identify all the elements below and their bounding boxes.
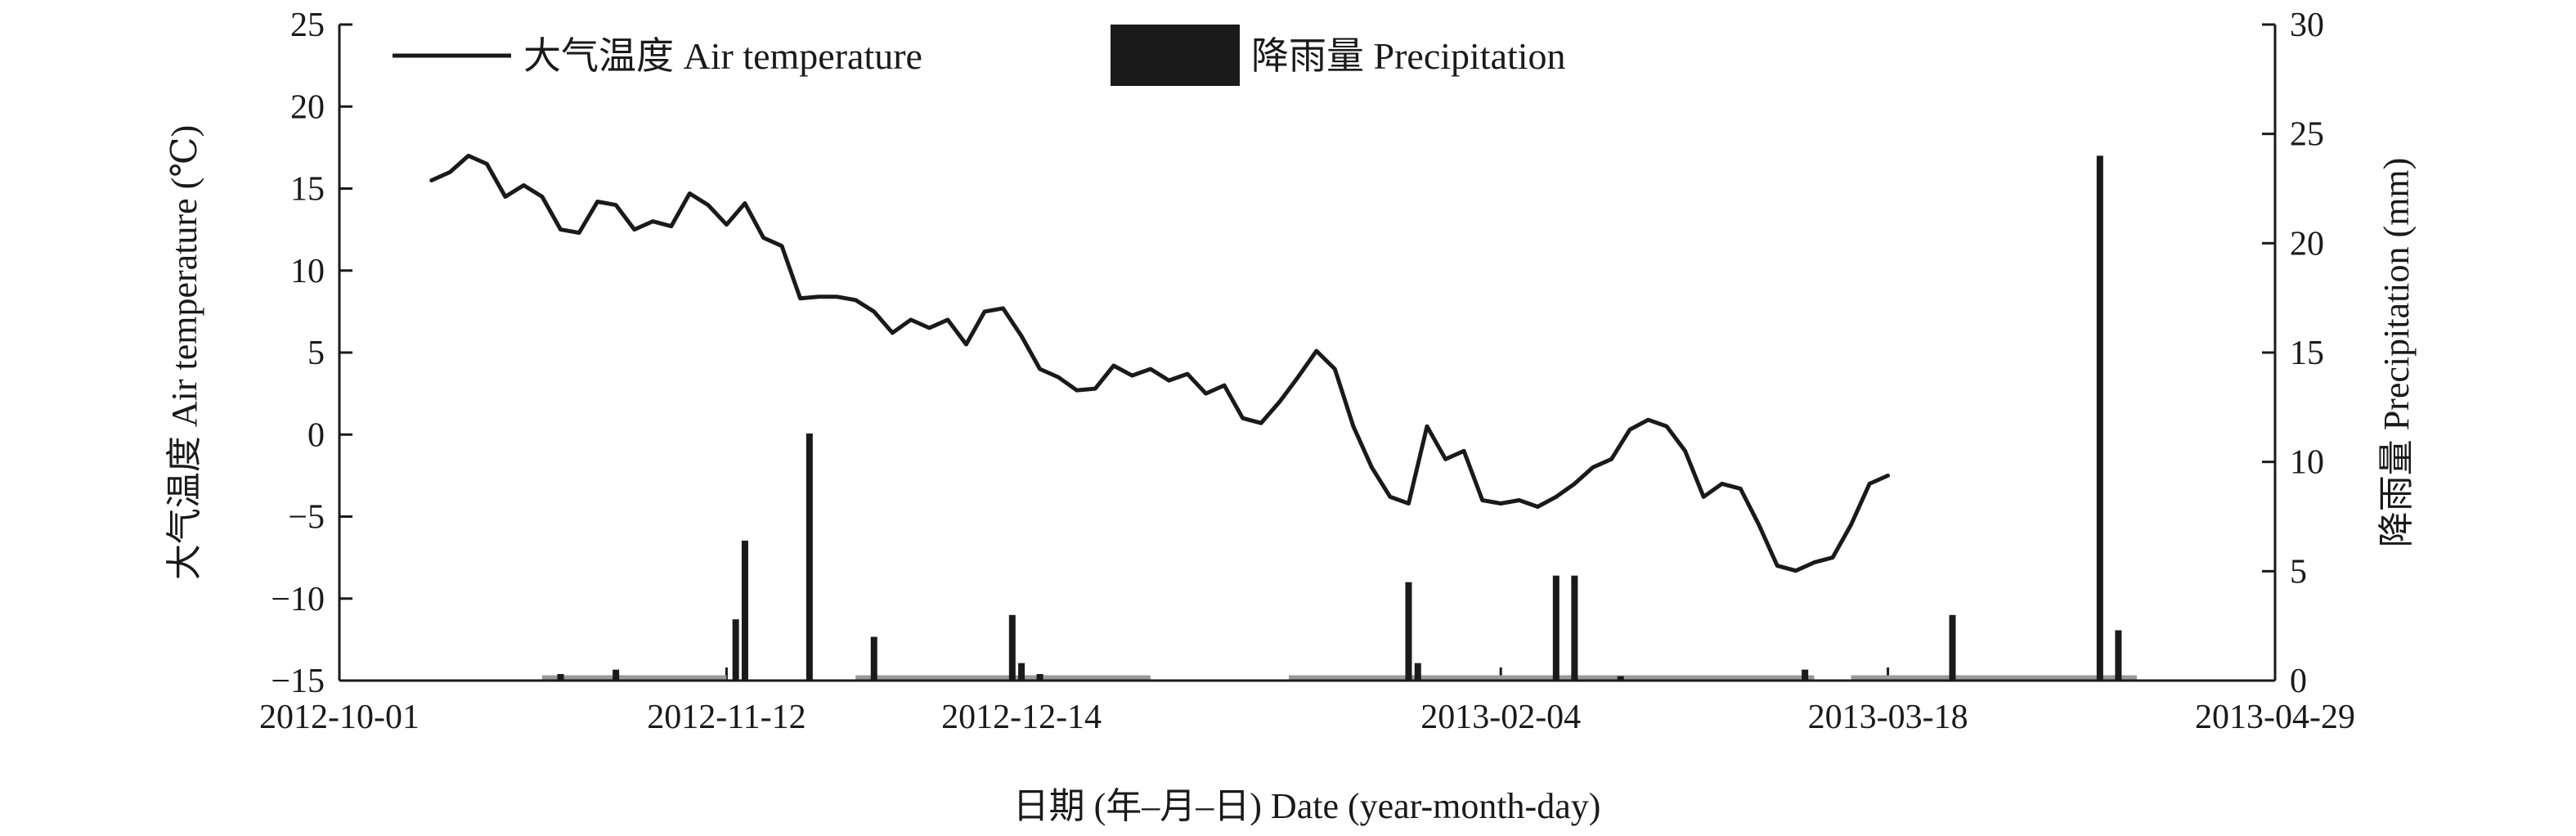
- y-right-tick-label: 20: [2290, 225, 2324, 263]
- precipitation-bar: [557, 673, 564, 681]
- precipitation-bar: [732, 619, 739, 681]
- axes: [338, 23, 2277, 682]
- y-left-tick-label: 10: [290, 253, 325, 290]
- y-left-tick-label: 5: [307, 335, 325, 372]
- y-left-tick-label: 25: [290, 7, 325, 44]
- precipitation-bar: [1405, 582, 1412, 681]
- y-left-tick-label: −15: [271, 663, 325, 700]
- precipitation-bar: [1949, 614, 1956, 681]
- precipitation-bar: [1617, 676, 1624, 681]
- legend-label-precipitation: 降雨量 Precipitation: [1251, 35, 1566, 77]
- axis-titles: 日期 (年–月–日) Date (year-month-day) 大气温度 Ai…: [164, 125, 2417, 826]
- temperature-line-group: [429, 153, 1891, 573]
- precipitation-bar: [1018, 663, 1025, 681]
- x-tick-label: 2013-02-04: [1420, 699, 1581, 736]
- precipitation-bar: [1552, 575, 1560, 681]
- x-tick-label: 2012-11-12: [647, 699, 806, 736]
- precipitation-bar: [1414, 663, 1421, 681]
- y-left-tick-label: 15: [290, 171, 325, 209]
- precipitation-bar: [741, 540, 748, 681]
- x-tick-label: 2013-04-29: [2195, 699, 2355, 736]
- precipitation-bar: [1802, 669, 1809, 681]
- tick-labels: 25 20 15 10 5 0 −5 −10 −15 30 25 20 15 10 5 0 2012-10-01…: [259, 7, 2355, 736]
- precipitation-bar: [2115, 630, 2122, 681]
- precipitation-bar: [1571, 575, 1578, 681]
- x-tick-label: 2012-10-01: [259, 699, 420, 736]
- precipitation-bar: [1036, 673, 1043, 681]
- y-left-axis-title: 大气温度 Air temperature (℃): [164, 125, 204, 580]
- precipitation-bar: [2096, 155, 2103, 681]
- y-right-axis-title: 降雨量 Precipitation (mm): [2376, 158, 2417, 548]
- x-tick-label: 2012-12-14: [941, 699, 1102, 736]
- y-left-tick-label: 0: [307, 416, 325, 454]
- y-right-tick-label: 25: [2290, 116, 2324, 154]
- x-tick-label: 2013-03-18: [1808, 699, 1968, 736]
- precipitation-bar: [870, 636, 877, 681]
- y-right-tick-label: 30: [2290, 7, 2324, 44]
- precipitation-bars: [557, 155, 2122, 681]
- legend: 大气温度 Air temperature 降雨量 Precipitation: [393, 25, 1566, 86]
- y-right-tick-label: 10: [2290, 444, 2324, 482]
- y-left-tick-label: −5: [288, 499, 325, 537]
- y-right-tick-label: 5: [2290, 553, 2307, 591]
- precipitation-bar: [806, 433, 813, 681]
- precipitation-bar: [613, 669, 620, 681]
- x-axis-title: 日期 (年–月–日) Date (year-month-day): [1013, 786, 1601, 826]
- y-right-tick-label: 15: [2290, 335, 2324, 372]
- y-left-tick-label: −10: [271, 581, 325, 618]
- precipitation-bar: [1008, 614, 1016, 681]
- legend-swatch-precipitation: [1111, 25, 1240, 86]
- y-right-tick-label: 0: [2290, 663, 2307, 700]
- y-left-tick-label: 20: [290, 88, 325, 126]
- temperature-line: [429, 153, 1891, 573]
- legend-label-temperature: 大气温度 Air temperature: [523, 35, 922, 77]
